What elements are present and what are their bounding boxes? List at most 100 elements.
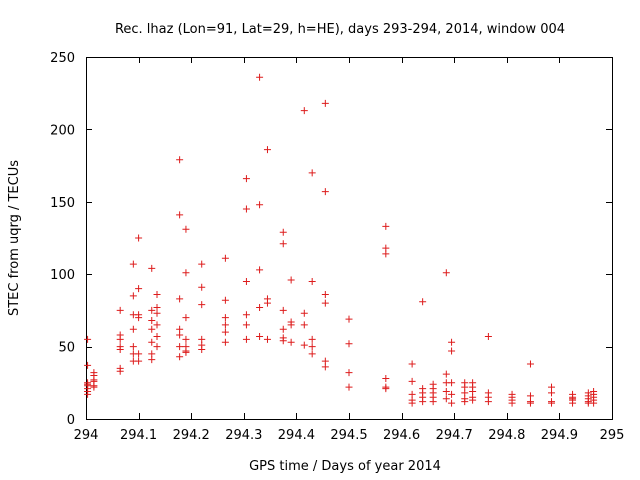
data-point — [263, 146, 271, 154]
data-point — [148, 325, 156, 333]
data-point — [442, 370, 450, 378]
data-point — [135, 285, 143, 293]
data-point — [135, 314, 143, 322]
data-point — [135, 234, 143, 242]
data-point — [263, 335, 271, 343]
data-point — [448, 347, 456, 355]
y-tick-label: 250 — [50, 51, 75, 66]
data-point — [198, 260, 206, 268]
data-point — [148, 264, 156, 272]
data-point — [263, 299, 271, 307]
data-point — [442, 269, 450, 277]
data-point — [382, 374, 390, 382]
data-point — [590, 399, 598, 407]
data-point — [256, 266, 264, 274]
data-point — [308, 169, 316, 177]
y-tick-label: 50 — [58, 341, 75, 356]
axis-ticks: 294 294.1 294.2 294.3 294.4 294.5 294.6 294.7 29… — [50, 51, 624, 443]
data-point — [408, 377, 416, 385]
data-point — [408, 399, 416, 407]
data-point — [176, 156, 184, 164]
data-point — [242, 277, 250, 285]
data-point — [90, 383, 98, 391]
data-point — [135, 357, 143, 365]
data-point — [287, 321, 295, 329]
data-point — [300, 341, 308, 349]
plot-frame — [86, 57, 613, 420]
x-tick-label: 294.3 — [225, 428, 262, 443]
data-point — [256, 73, 264, 81]
y-tick-label: 100 — [50, 268, 75, 283]
data-point — [279, 325, 287, 333]
data-point — [484, 398, 492, 406]
y-axis-label: STEC from uqrg / TECUs — [7, 160, 22, 316]
data-point — [221, 314, 229, 322]
data-point — [484, 332, 492, 340]
y-tick-label: 150 — [50, 196, 75, 211]
x-tick-label: 295 — [600, 428, 625, 443]
data-point — [176, 343, 184, 351]
data-point — [182, 335, 190, 343]
data-point — [148, 356, 156, 364]
data-point — [448, 338, 456, 346]
data-point — [242, 205, 250, 213]
data-point — [153, 343, 161, 351]
data-point — [429, 398, 437, 406]
data-point — [382, 222, 390, 230]
data-point — [84, 361, 92, 369]
data-point — [153, 309, 161, 317]
x-tick-label: 294.7 — [436, 428, 473, 443]
data-point — [242, 175, 250, 183]
data-point — [300, 309, 308, 317]
data-point — [345, 315, 353, 323]
data-point — [221, 328, 229, 336]
x-tick-label: 294.1 — [120, 428, 157, 443]
data-point — [221, 254, 229, 262]
data-point — [129, 260, 137, 268]
data-point — [279, 306, 287, 314]
data-point — [176, 295, 184, 303]
data-point — [279, 337, 287, 345]
data-point — [279, 240, 287, 248]
data-point — [176, 331, 184, 339]
data-point — [508, 399, 516, 407]
data-point — [442, 395, 450, 403]
data-point — [242, 311, 250, 319]
data-point — [321, 290, 329, 298]
data-point — [242, 321, 250, 329]
data-point — [345, 340, 353, 348]
data-point — [469, 396, 477, 404]
x-axis-label: GPS time / Days of year 2014 — [249, 459, 441, 474]
x-tick-label: 294.2 — [173, 428, 210, 443]
data-point — [279, 228, 287, 236]
data-point — [448, 399, 456, 407]
data-point — [300, 321, 308, 329]
data-point — [308, 277, 316, 285]
data-point — [526, 399, 534, 407]
data-point — [256, 332, 264, 340]
x-tick-label: 294.5 — [330, 428, 367, 443]
data-point — [321, 299, 329, 307]
data-point — [182, 314, 190, 322]
data-point — [84, 390, 92, 398]
data-point — [153, 290, 161, 298]
data-point — [198, 345, 206, 353]
data-point — [526, 360, 534, 368]
data-point — [548, 389, 556, 397]
data-point — [548, 399, 556, 407]
x-tick-label: 294.8 — [488, 428, 525, 443]
data-point — [153, 321, 161, 329]
data-point — [129, 292, 137, 300]
x-tick-label: 294.9 — [541, 428, 578, 443]
data-point — [221, 321, 229, 329]
data-point — [419, 298, 427, 306]
data-point — [176, 353, 184, 361]
data-point — [345, 369, 353, 377]
data-point — [308, 335, 316, 343]
data-point — [116, 306, 124, 314]
data-point — [382, 385, 390, 393]
data-point — [256, 304, 264, 312]
data-point — [116, 345, 124, 353]
data-point — [308, 350, 316, 358]
